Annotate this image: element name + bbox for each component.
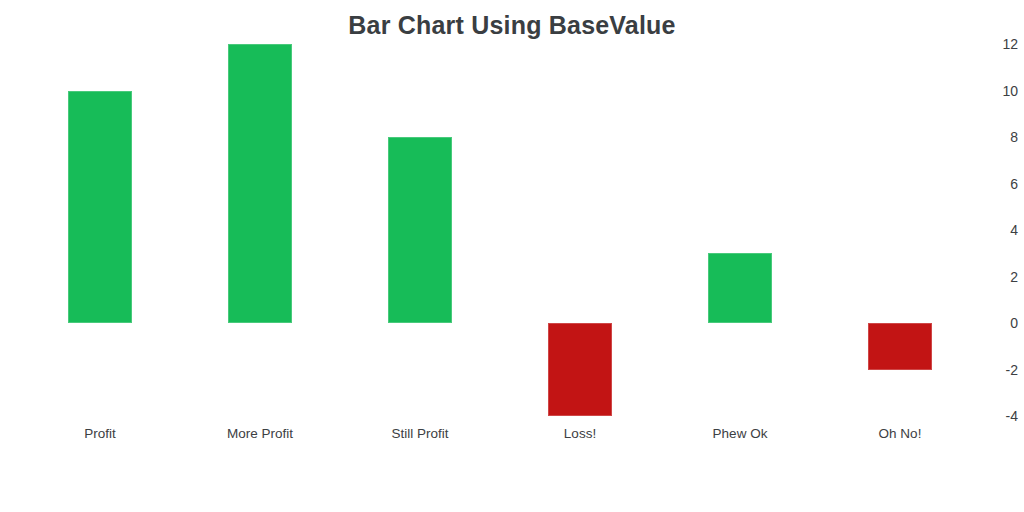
bar-oh-no[interactable] xyxy=(868,323,932,370)
bar-phew-ok[interactable] xyxy=(708,253,772,323)
bar-loss[interactable] xyxy=(548,323,612,416)
bar-still-profit[interactable] xyxy=(388,137,452,323)
bar-profit[interactable] xyxy=(68,91,132,324)
bar-chart: Bar Chart Using BaseValue 121086420-2-4 … xyxy=(0,0,1024,512)
bar-more-profit[interactable] xyxy=(228,44,292,323)
plot-area xyxy=(0,0,1024,512)
